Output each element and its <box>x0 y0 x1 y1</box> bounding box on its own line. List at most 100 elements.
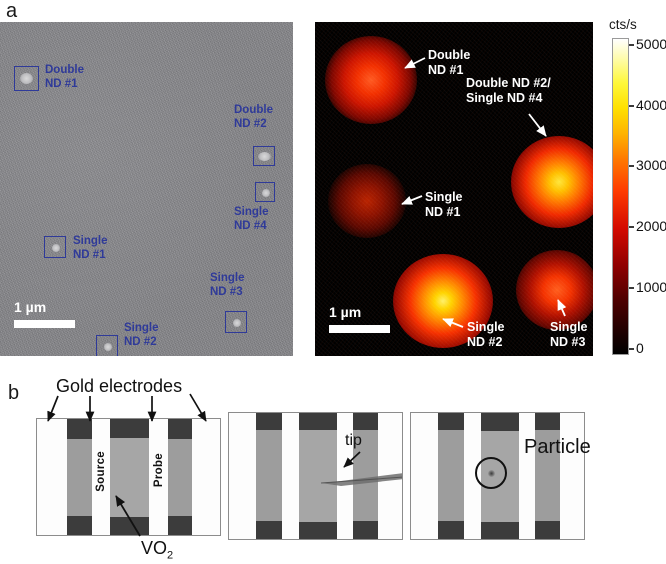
sem-label-double-nd-2: Double ND #2 <box>234 104 273 131</box>
label-line-1: Double ND #2/ <box>466 76 551 90</box>
gold-pad-1-top <box>256 413 282 430</box>
gold-pad-2-top <box>110 419 149 438</box>
sem-scalebar <box>14 320 75 328</box>
arrow-to-single-nd-1 <box>401 195 423 205</box>
gold-pad-1-bottom <box>438 521 464 539</box>
fluorescence-spot-single-nd-1 <box>328 164 406 238</box>
gold-pad-2-top <box>299 413 337 430</box>
arrow-to-single-nd-3 <box>557 299 567 317</box>
fluorescence-spot-single-nd-3 <box>516 250 593 330</box>
vo2-label-text: VO <box>141 538 168 558</box>
nanodiamond-single-3 <box>233 319 241 327</box>
label-line-2: ND #1 <box>428 63 464 77</box>
gold-pad-3-bottom <box>353 521 378 539</box>
label-line-1: Single <box>73 235 108 247</box>
gold-stripe-1 <box>438 413 464 539</box>
colorbar-tick-0 <box>629 348 634 350</box>
label-line-2: Single ND #4 <box>466 91 543 105</box>
sem-label-single-nd-4: Single ND #4 <box>234 206 269 233</box>
sem-scalebar-label: 1 µm <box>14 299 47 315</box>
arrow-gold-electrode-4 <box>189 393 207 422</box>
fluorescence-scalebar-label: 1 µm <box>329 304 362 320</box>
colorbar-tick-3000 <box>629 165 634 167</box>
fluorescence-arrow-group <box>401 57 567 328</box>
colorbar-tick-1000 <box>629 287 634 289</box>
sem-noise-texture <box>0 22 293 356</box>
probe-tip-edge <box>320 476 402 484</box>
arrow-to-single-nd-2 <box>442 318 464 328</box>
panel-b-letter: b <box>8 382 20 404</box>
vo2-label-subscript: 2 <box>167 549 174 562</box>
nanodiamond-double-1 <box>20 73 33 84</box>
fluorescence-spot-single-nd-2 <box>393 254 493 348</box>
label-line-1: Double <box>428 48 471 62</box>
sem-label-single-nd-3: Single ND #3 <box>210 272 245 299</box>
colorbar-tick-2000 <box>629 226 634 228</box>
label-line-1: Single <box>425 190 463 204</box>
colorbar-label-0: 0 <box>636 340 644 356</box>
sem-label-single-nd-2: Single ND #2 <box>124 322 159 349</box>
gold-pad-1-top <box>438 413 464 430</box>
label-line-1: Single <box>210 272 245 284</box>
label-line-1: Single <box>550 320 588 334</box>
gold-pad-3-top <box>535 413 560 430</box>
label-line-2: ND #2 <box>234 117 267 130</box>
gold-pad-2-top <box>481 413 519 431</box>
fluorescence-scalebar <box>329 325 390 333</box>
colorbar-gradient <box>612 38 629 355</box>
label-line-2: ND #1 <box>45 77 78 90</box>
gold-pad-2-bottom <box>299 522 337 539</box>
fluorescence-label-double-nd-2-single-nd-4: Double ND #2/ Single ND #4 <box>466 76 551 106</box>
probe-tip-shape <box>321 473 402 486</box>
label-line-2: ND #4 <box>234 219 267 232</box>
nd-marker-box-single-2 <box>96 335 118 356</box>
nanodiamond-single-1 <box>52 244 60 252</box>
source-electrode-label: Source <box>95 451 107 492</box>
fluorescence-label-single-nd-2: Single ND #2 <box>467 320 505 350</box>
fluorescence-spot-double-nd-1 <box>325 36 417 124</box>
label-line-2: ND #3 <box>210 285 243 298</box>
fluorescence-image-panel: Double ND #1 Double ND #2/ Single ND #4 … <box>315 22 593 356</box>
particle-label: Particle <box>524 436 591 458</box>
colorbar-tick-5000 <box>629 44 634 46</box>
gold-pad-2-bottom <box>481 522 519 539</box>
panel-a-letter: a <box>6 0 18 22</box>
colorbar-label-3000: 3000 <box>636 157 666 173</box>
gold-pad-3-top <box>353 413 378 430</box>
fluorescence-label-single-nd-3: Single ND #3 <box>550 320 588 350</box>
gold-pad-1-bottom <box>256 521 282 539</box>
colorbar-title: cts/s <box>609 17 637 32</box>
sem-label-single-nd-1: Single ND #1 <box>73 235 108 262</box>
nanodiamond-double-2 <box>258 152 271 161</box>
label-line-1: Single <box>124 322 159 334</box>
sem-image-panel: Double ND #1 Double ND #2 Single ND #4 S… <box>0 22 293 356</box>
particle-circle-marker <box>475 457 507 489</box>
device-image-right <box>410 412 585 540</box>
label-line-2: ND #2 <box>124 335 157 348</box>
nd-marker-box-double-1 <box>14 66 39 91</box>
fluorescence-label-single-nd-1: Single ND #1 <box>425 190 463 220</box>
label-line-2: ND #1 <box>73 248 106 261</box>
nd-marker-box-single-3 <box>225 311 247 333</box>
gold-stripe-3 <box>535 413 560 539</box>
device-image-middle <box>228 412 403 540</box>
gold-pad-3-top <box>168 419 192 439</box>
arrow-to-double-nd-1 <box>404 57 426 69</box>
colorbar-label-2000: 2000 <box>636 218 666 234</box>
label-line-2: ND #1 <box>425 205 461 219</box>
fluorescence-label-double-nd-1: Double ND #1 <box>428 48 470 78</box>
probe-tip-shape-group <box>320 473 402 486</box>
nd-marker-box-double-2 <box>253 146 275 166</box>
gold-pad-3-bottom <box>535 521 560 539</box>
nd-marker-box-single-1 <box>44 236 66 258</box>
label-line-1: Double <box>234 104 273 116</box>
vo2-label: VO2 <box>141 538 173 562</box>
gold-pad-3-bottom <box>168 516 192 535</box>
gold-pad-1-bottom <box>67 516 92 535</box>
label-line-2: ND #3 <box>550 335 586 349</box>
nanodiamond-single-4 <box>262 189 270 197</box>
label-line-2: ND #2 <box>467 335 503 349</box>
nanodiamond-single-2 <box>104 343 112 351</box>
colorbar-label-4000: 4000 <box>636 97 666 113</box>
gold-pad-1-top <box>67 419 92 439</box>
